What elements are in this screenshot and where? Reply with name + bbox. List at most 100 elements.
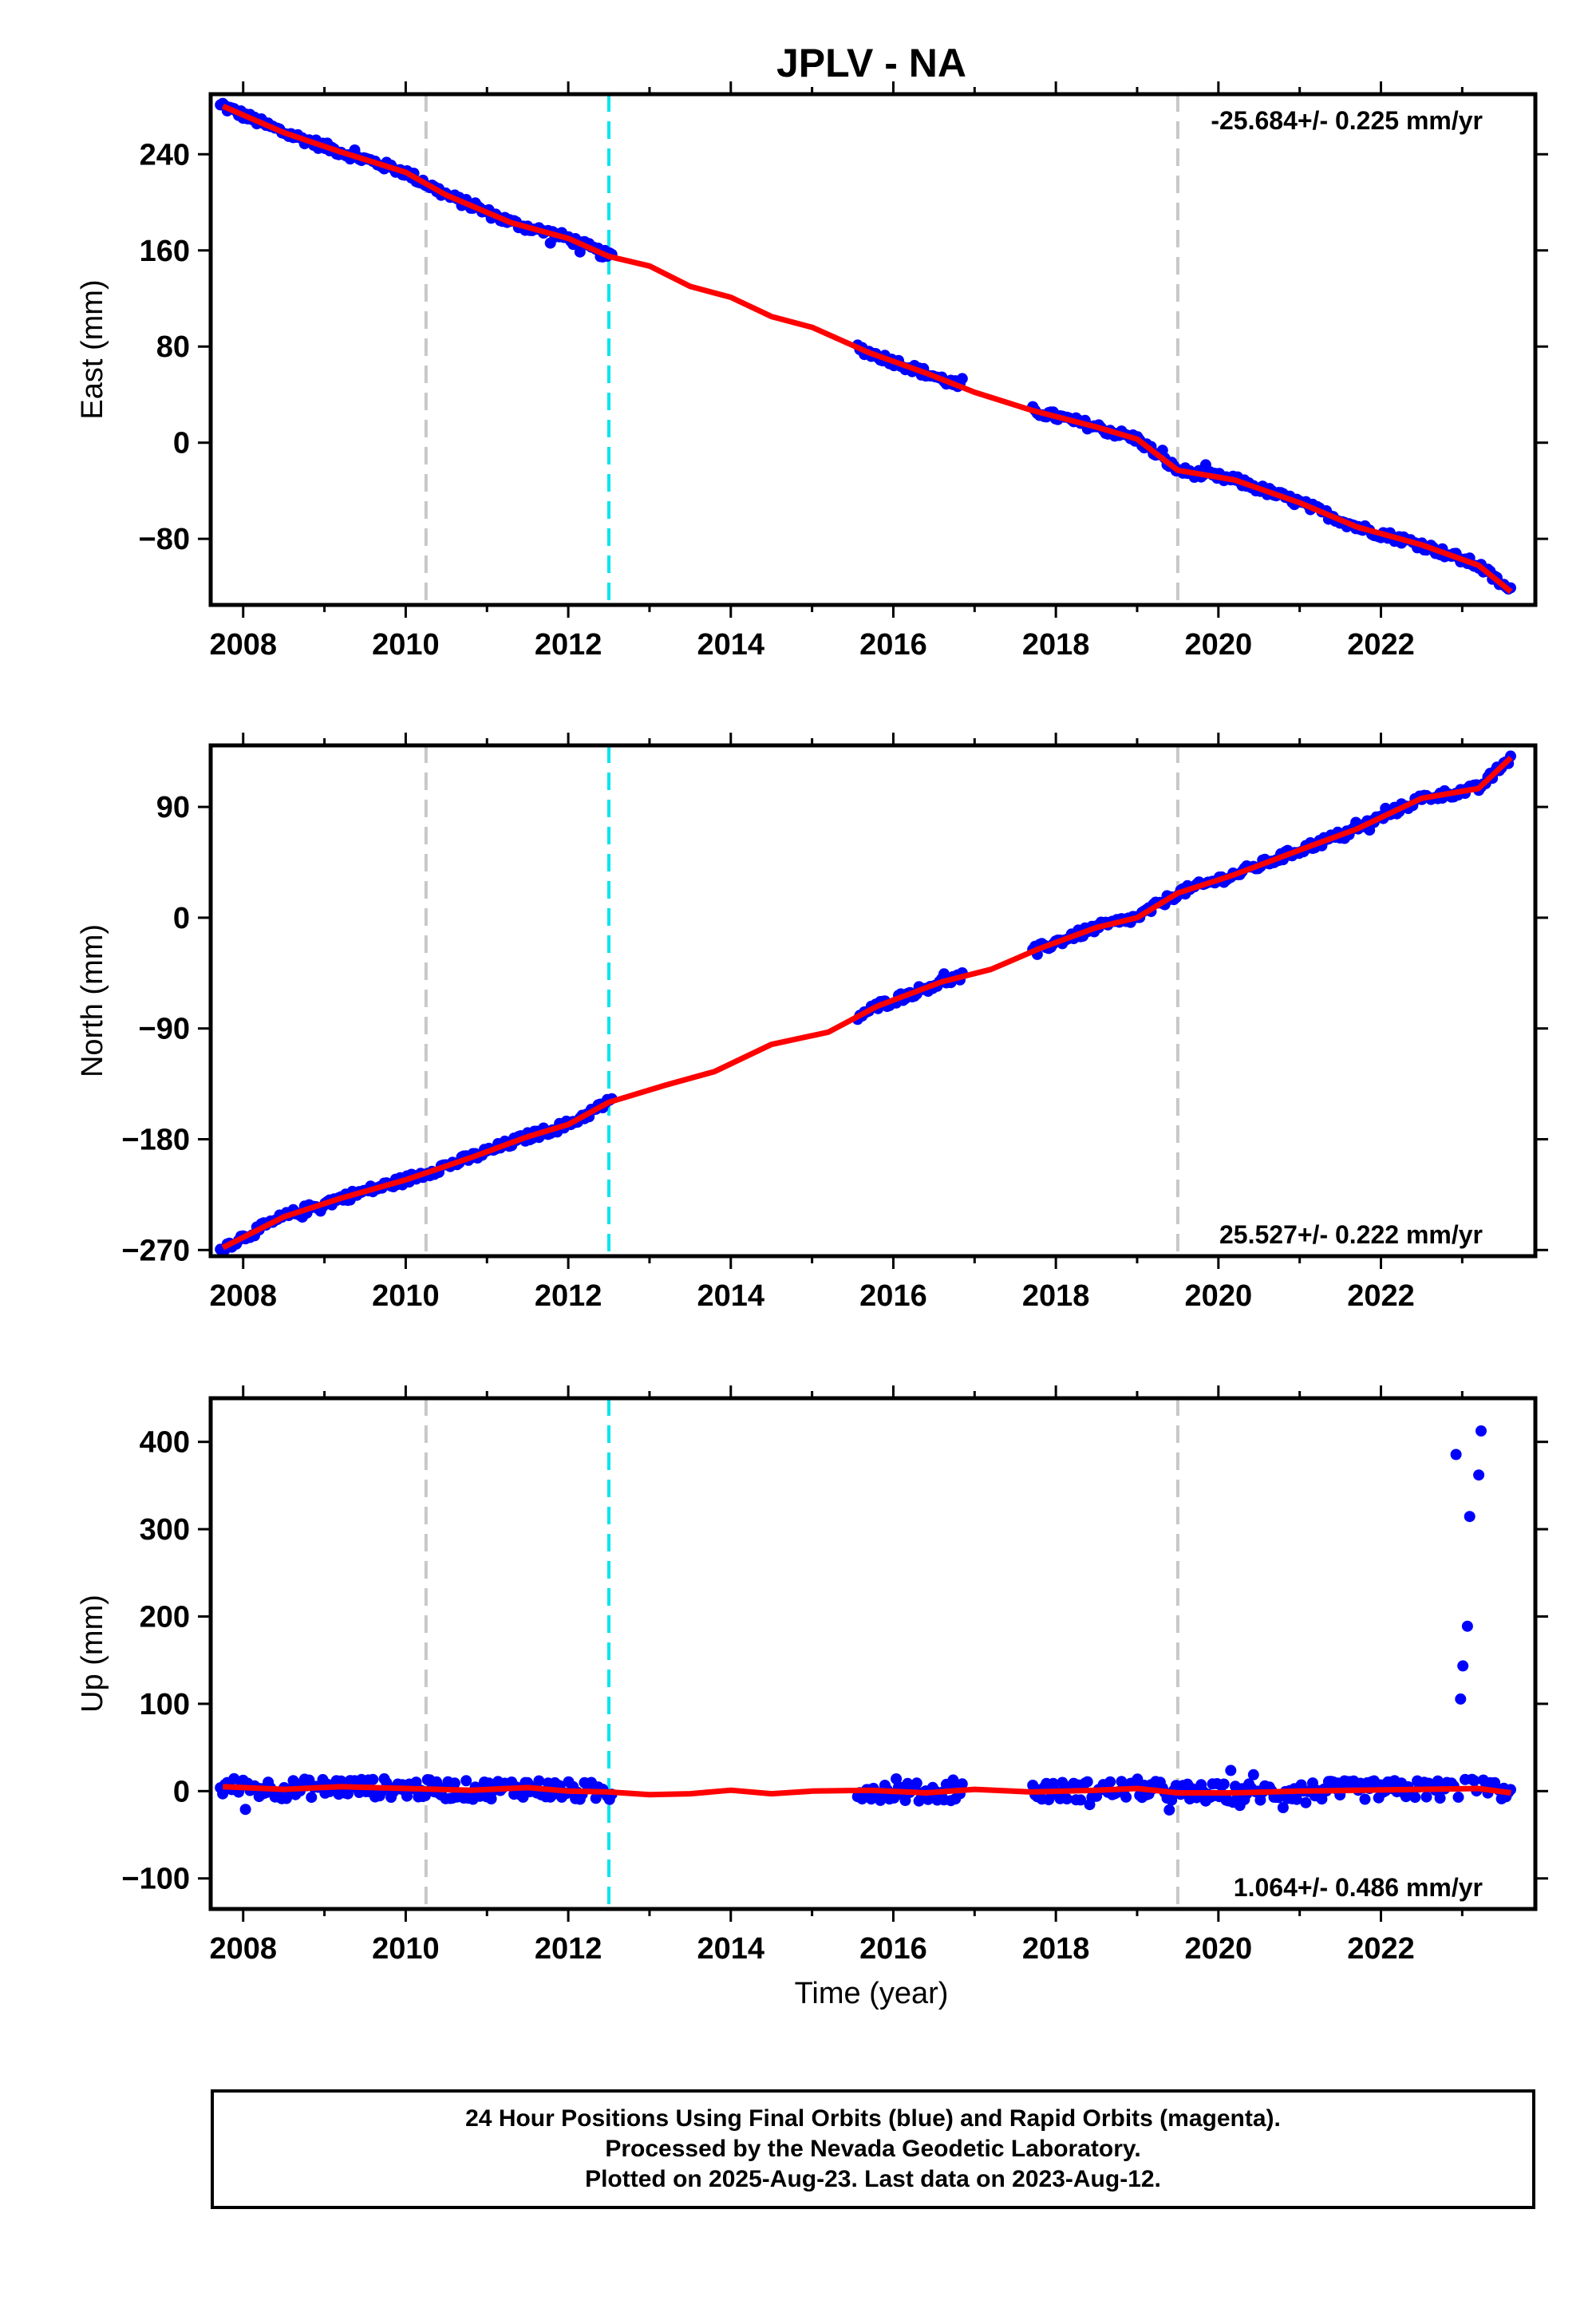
observation-points [215,1425,1516,1816]
y-tick-label: −100 [121,1863,190,1896]
observation-point [1061,1793,1073,1804]
x-tick-label: 2016 [859,1932,927,1966]
y-tick-label: 240 [140,138,190,172]
observation-point [1081,1776,1093,1788]
observation-point [1434,1792,1446,1804]
observation-point [228,1773,240,1784]
observation-point [574,246,586,258]
observation-point [1225,1765,1237,1777]
observation-point [1277,1802,1289,1813]
panel-2: 2008 2010 2012 2014 2016 2018 2020 2022 −100 0 100… [76,1385,1548,1966]
x-tick-label: 2018 [1022,628,1090,662]
observation-point [1420,1791,1432,1803]
x-tick-label: 2012 [535,1932,602,1966]
x-tick-label: 2020 [1185,1279,1253,1313]
caption-box: 24 Hour Positions Using Final Orbits (bl… [211,2089,1535,2209]
plot-frame [208,1396,1538,1911]
x-tick-label: 2010 [372,1932,440,1966]
observation-point [1163,1804,1175,1816]
x-tick-label: 2018 [1022,1932,1090,1966]
panel-1: 2008 2010 2012 2014 2016 2018 2020 2022 −270 −180… [76,733,1548,1313]
y-tick-label: 400 [140,1426,190,1460]
x-tick-label: 2022 [1347,1279,1415,1313]
model-line [221,755,1513,1251]
observation-point [1300,1796,1312,1808]
x-tick-label: 2010 [372,628,440,662]
y-axis-label: Up (mm) [76,1595,109,1713]
y-tick-label: −270 [121,1234,190,1267]
x-tick-label: 2014 [697,1279,765,1313]
rate-label: 25.527+/- 0.222 mm/yr [1219,1220,1483,1249]
observation-point [1166,1794,1178,1806]
observation-point [239,1804,251,1816]
y-axis-label: North (mm) [76,924,109,1077]
y-tick-label: 0 [173,902,190,935]
caption-line-1: 24 Hour Positions Using Final Orbits (bl… [465,2105,1281,2132]
x-tick-label: 2016 [859,1279,927,1313]
observation-point [956,373,968,385]
y-axis-label: East (mm) [76,279,109,419]
observation-point [217,1788,229,1800]
x-tick-label: 2020 [1185,1932,1253,1966]
x-tick-label: 2022 [1347,1932,1415,1966]
observation-point [1359,1793,1371,1805]
x-tick-label: 2008 [209,628,277,662]
observation-point [1120,1791,1132,1803]
x-tick-label: 2012 [535,628,602,662]
observation-point [947,1774,959,1786]
observation-point [590,1792,602,1804]
observation-point [911,1777,922,1789]
model-line [221,103,1513,595]
y-tick-label: 0 [173,1775,190,1808]
x-tick-label: 2012 [535,1279,602,1313]
y-tick-label: 300 [140,1513,190,1547]
y-tick-label: 80 [156,330,190,364]
observation-point [342,1788,354,1800]
x-tick-label: 2020 [1185,628,1253,662]
observation-point [1476,1425,1487,1437]
observation-point [448,1777,460,1789]
caption-line-2: Processed by the Nevada Geodetic Laborat… [605,2136,1141,2162]
chart-title: JPLV - NA [776,41,966,85]
x-tick-label: 2016 [859,628,927,662]
observation-point [1218,1778,1230,1790]
observation-point [1455,1693,1467,1705]
observation-point [899,1795,911,1806]
observation-point [1450,1448,1462,1460]
y-tick-label: 160 [140,235,190,268]
observation-point [367,1773,379,1785]
y-tick-label: −90 [139,1013,190,1046]
x-tick-label: 2018 [1022,1279,1090,1313]
observation-point [1464,1511,1476,1523]
x-tick-label: 2008 [209,1932,277,1966]
observation-point [1452,1791,1464,1803]
observation-point [1457,1660,1469,1672]
y-tick-label: −180 [121,1123,190,1156]
x-tick-label: 2010 [372,1279,440,1313]
rate-label: -25.684+/- 0.225 mm/yr [1211,106,1483,135]
plot-frame [208,92,1538,607]
y-tick-label: 90 [156,791,190,824]
y-tick-label: 100 [140,1688,190,1721]
caption-line-3: Plotted on 2025-Aug-23. Last data on 202… [585,2166,1161,2192]
x-tick-label: 2014 [697,628,765,662]
observation-point [533,1775,545,1787]
observation-point [419,1790,431,1801]
observation-point [1075,1794,1087,1806]
observation-point [1473,1469,1485,1481]
y-tick-label: −80 [139,523,190,556]
observation-point [888,1792,900,1804]
observation-point [460,1775,472,1787]
model-line [223,1784,1511,1798]
observation-point [1461,1620,1473,1632]
observation-point [1432,1775,1444,1787]
observation-point [1291,1793,1302,1805]
plot-frame [208,743,1538,1259]
observation-point [306,1792,318,1804]
panel-0: 2008 2010 2012 2014 2016 2018 2020 2022 −80 0 80 16… [76,81,1548,662]
x-tick-label: 2022 [1347,628,1415,662]
y-tick-label: 0 [173,427,190,460]
observation-point [956,1778,968,1790]
rate-label: 1.064+/- 0.486 mm/yr [1234,1873,1483,1902]
x-tick-label: 2014 [697,1932,765,1966]
